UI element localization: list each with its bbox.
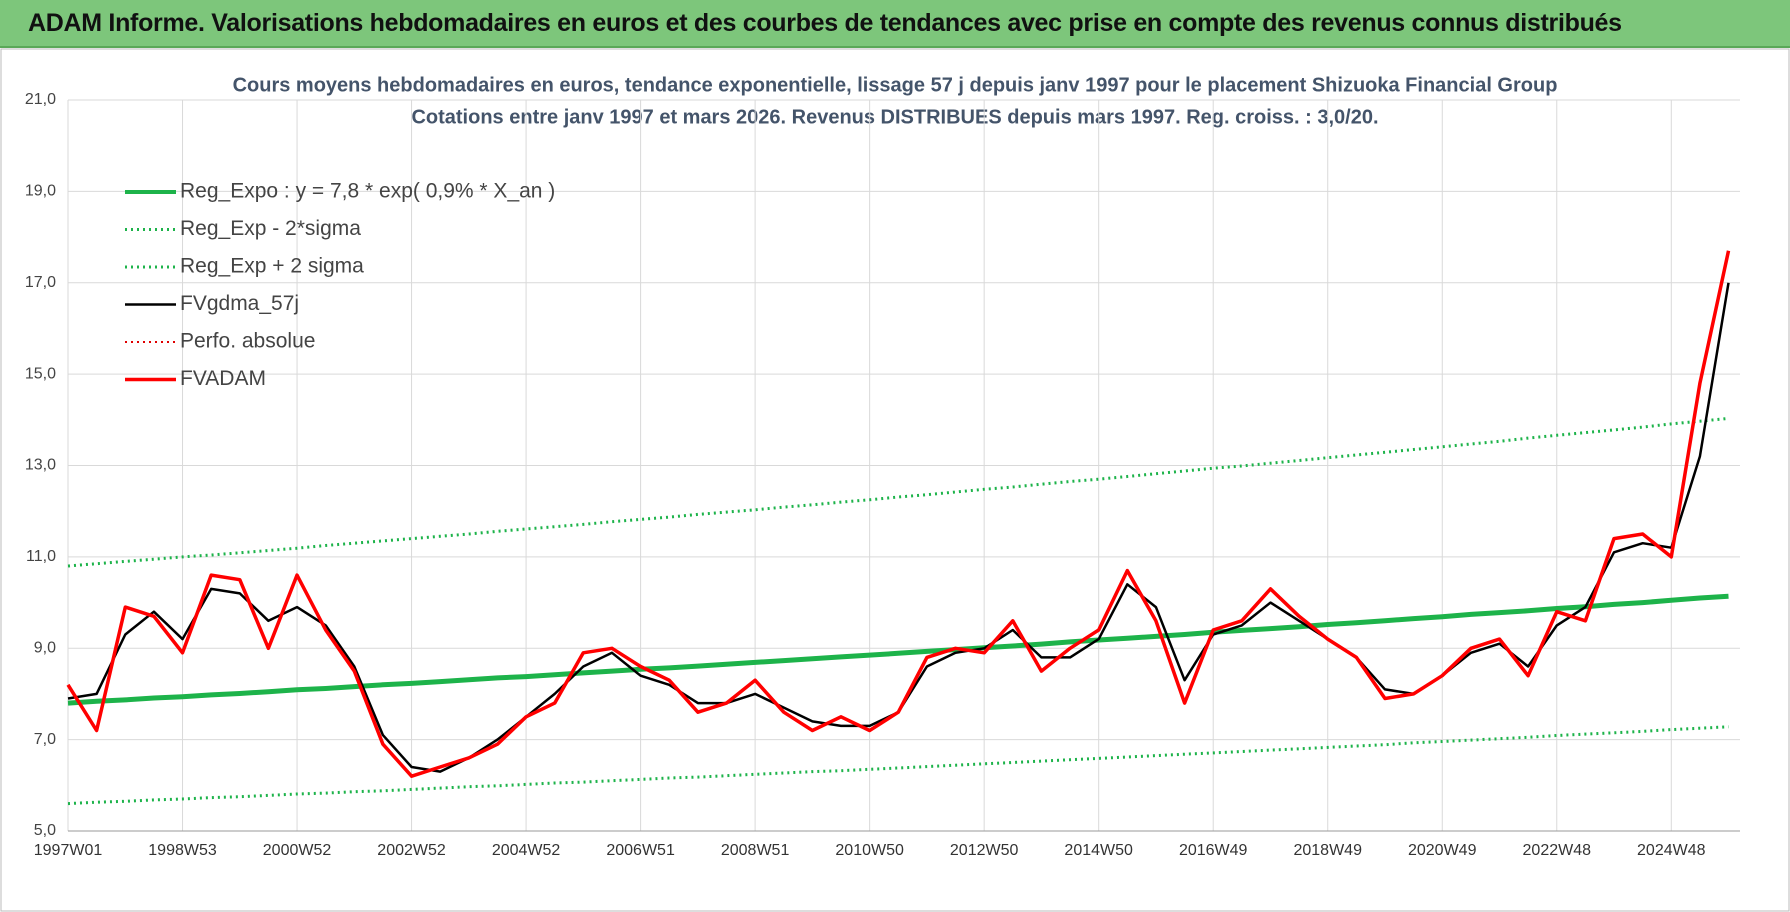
x-tick-label: 2000W52 <box>263 842 332 859</box>
legend-label: Reg_Exp - 2*sigma <box>180 217 361 240</box>
x-tick-label: 2024W48 <box>1637 842 1706 859</box>
x-tick-label: 2002W52 <box>377 842 446 859</box>
x-tick-label: 2016W49 <box>1179 842 1248 859</box>
x-tick-label: 2010W50 <box>835 842 904 859</box>
y-tick-label: 11,0 <box>26 548 56 565</box>
legend-label: Reg_Exp + 2 sigma <box>180 255 364 278</box>
series-line <box>67 593 1729 706</box>
y-tick-label: 13,0 <box>25 457 56 474</box>
chart-frame <box>0 48 1790 912</box>
x-tick-label: 2022W48 <box>1523 842 1592 859</box>
series-line <box>67 416 1729 568</box>
chart-title: Cours moyens hebdomadaires en euros, ten… <box>233 74 1558 96</box>
chart: Cours moyens hebdomadaires en euros, ten… <box>0 48 1790 912</box>
x-tick-label: 2018W49 <box>1293 842 1362 859</box>
y-tick-label: 9,0 <box>34 639 56 656</box>
legend-label: Perfo. absolue <box>180 330 315 353</box>
legend-label: Reg_Expo : y = 7,8 * exp( 0,9% * X_an ) <box>180 180 555 203</box>
legend-label: FVgdma_57j <box>180 292 299 315</box>
header: ADAM Informe. Valorisations hebdomadaire… <box>0 0 1790 48</box>
x-tick-label: 1998W53 <box>148 842 217 859</box>
x-tick-label: 1997W01 <box>34 842 103 859</box>
series-line <box>67 725 1729 806</box>
x-tick-label: 2014W50 <box>1064 842 1133 859</box>
y-tick-label: 17,0 <box>25 274 56 291</box>
chart-subtitle: Cotations entre janv 1997 et mars 2026. … <box>411 106 1378 128</box>
y-tick-label: 21,0 <box>25 91 56 108</box>
legend-label: FVADAM <box>180 367 266 390</box>
y-tick-label: 5,0 <box>34 822 56 839</box>
x-tick-label: 2020W49 <box>1408 842 1477 859</box>
y-tick-label: 15,0 <box>25 365 56 382</box>
x-tick-label: 2012W50 <box>950 842 1019 859</box>
x-tick-label: 2006W51 <box>606 842 675 859</box>
y-tick-label: 19,0 <box>25 183 56 200</box>
x-tick-label: 2004W52 <box>492 842 561 859</box>
series-line <box>66 250 1731 778</box>
header-title: ADAM Informe. Valorisations hebdomadaire… <box>28 9 1622 37</box>
x-tick-label: 2008W51 <box>721 842 790 859</box>
y-tick-label: 7,0 <box>34 731 56 748</box>
